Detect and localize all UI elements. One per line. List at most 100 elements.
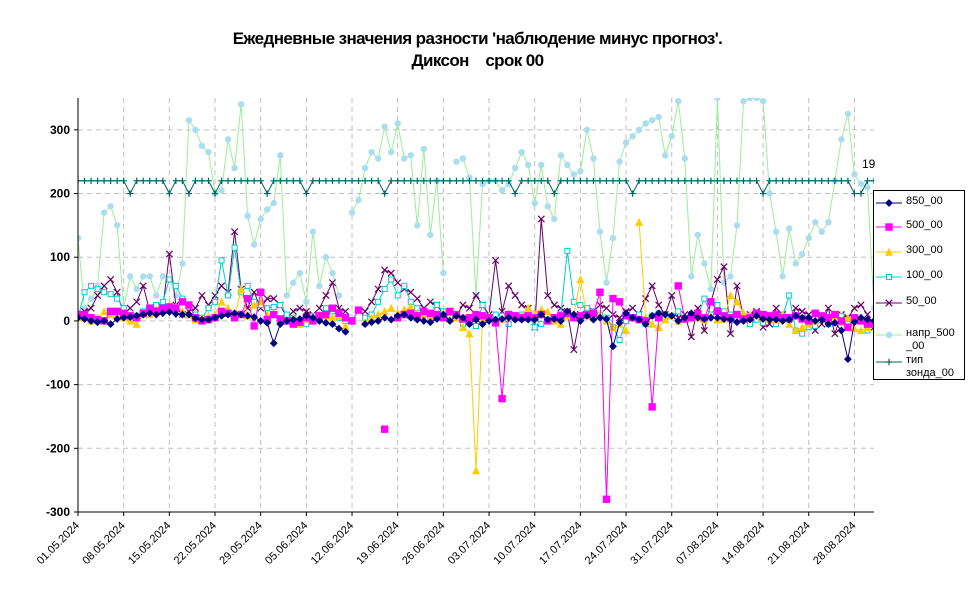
- data-point: [837, 326, 846, 335]
- data-point: [720, 263, 728, 271]
- data-point: [472, 177, 480, 184]
- data-point: [511, 291, 519, 300]
- data-point: [231, 177, 238, 184]
- data-point: [237, 101, 245, 108]
- data-point: [583, 311, 591, 320]
- data-point: [380, 425, 389, 433]
- data-point: [746, 177, 754, 184]
- data-point: [178, 298, 187, 306]
- data-point: [387, 177, 395, 184]
- data-point: [465, 329, 474, 338]
- data-point: [426, 309, 435, 317]
- data-point: [864, 183, 871, 191]
- data-point: [544, 177, 551, 184]
- data-point: [505, 177, 512, 184]
- data-point: [850, 304, 859, 312]
- data-point: [844, 110, 852, 118]
- data-point: [804, 313, 813, 322]
- data-point: [537, 215, 545, 223]
- data-point: [414, 177, 421, 184]
- data-point: [831, 310, 839, 319]
- data-point: [870, 177, 874, 184]
- data-point: [328, 320, 337, 329]
- data-point: [263, 318, 272, 327]
- data-point: [583, 305, 590, 312]
- x-tick-label: 26.06.2024: [400, 520, 447, 567]
- data-point: [198, 142, 206, 149]
- data-point: [303, 298, 310, 306]
- series-тип-зонда_00: [78, 177, 929, 197]
- data-point: [765, 315, 774, 324]
- data-point: [309, 177, 317, 184]
- data-point: [701, 177, 708, 184]
- data-point: [316, 282, 323, 290]
- data-point: [94, 286, 101, 293]
- data-point: [616, 337, 623, 344]
- data-point: [322, 305, 329, 312]
- data-point: [413, 315, 422, 324]
- data-point: [165, 308, 174, 316]
- data-point: [791, 311, 800, 320]
- data-point: [563, 307, 572, 316]
- data-point: [655, 177, 662, 184]
- data-point: [818, 228, 826, 235]
- data-point: [166, 276, 173, 283]
- data-point: [100, 282, 108, 290]
- data-point: [662, 152, 669, 159]
- data-point: [785, 177, 793, 184]
- data-point: [348, 209, 356, 216]
- data-point: [185, 310, 193, 319]
- data-point: [863, 310, 872, 319]
- data-point: [387, 269, 395, 277]
- data-point: [694, 177, 702, 184]
- data-point: [140, 177, 147, 184]
- data-point: [538, 177, 545, 184]
- data-point: [126, 304, 134, 312]
- data-point: [511, 315, 520, 324]
- data-point: [230, 228, 239, 236]
- data-point: [217, 297, 226, 306]
- data-point: [374, 317, 383, 325]
- x-tick-label: 21.08.2024: [765, 520, 812, 567]
- data-point: [668, 133, 675, 140]
- data-point: [817, 315, 826, 324]
- y-tick-label: -300: [46, 505, 70, 519]
- data-point: [296, 304, 304, 312]
- data-point: [218, 177, 225, 184]
- data-point: [491, 256, 500, 265]
- data-point: [556, 317, 565, 325]
- data-point: [838, 136, 845, 143]
- data-point: [759, 315, 767, 323]
- data-point: [387, 303, 396, 312]
- data-point: [472, 315, 480, 324]
- data-point: [458, 322, 467, 331]
- data-point: [426, 318, 435, 327]
- data-point: [576, 275, 585, 284]
- data-point: [88, 282, 95, 289]
- data-point: [700, 315, 709, 323]
- data-point: [491, 315, 500, 324]
- data-point: [308, 313, 317, 322]
- data-point: [243, 311, 252, 320]
- data-point: [622, 139, 630, 146]
- data-point: [923, 178, 929, 184]
- data-point: [381, 266, 389, 274]
- data-point: [78, 313, 82, 322]
- data-point: [198, 291, 206, 300]
- data-point: [714, 98, 721, 102]
- data-point: [622, 177, 630, 184]
- data-point: [524, 303, 533, 312]
- data-point: [289, 315, 298, 324]
- data-point: [158, 309, 167, 318]
- data-point: [309, 228, 317, 235]
- data-point: [192, 177, 199, 184]
- data-point: [726, 330, 735, 338]
- data-point: [655, 113, 662, 121]
- data-point: [341, 314, 350, 322]
- data-point: [885, 223, 893, 231]
- data-point: [864, 177, 871, 184]
- data-point: [446, 177, 454, 184]
- data-point: [543, 307, 552, 316]
- data-point: [478, 320, 487, 329]
- data-point: [792, 177, 799, 184]
